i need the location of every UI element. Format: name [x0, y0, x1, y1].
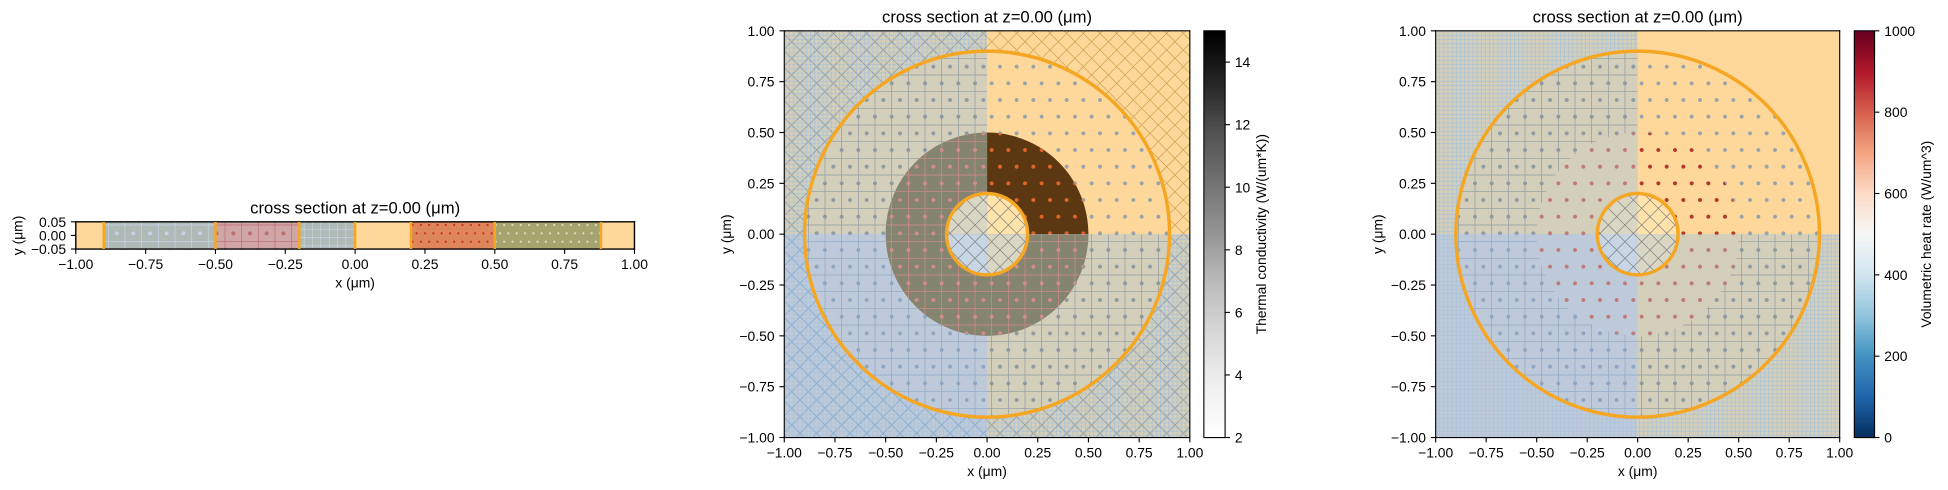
svg-text:1.00: 1.00	[748, 23, 775, 39]
svg-text:0.75: 0.75	[1776, 444, 1803, 460]
svg-text:x (μm): x (μm)	[335, 274, 375, 290]
svg-text:6: 6	[1235, 304, 1243, 320]
svg-text:−1.00: −1.00	[1418, 444, 1453, 460]
svg-text:0.00: 0.00	[1624, 444, 1651, 460]
svg-text:0.25: 0.25	[411, 256, 438, 272]
svg-text:1000: 1000	[1884, 23, 1915, 39]
svg-text:0.75: 0.75	[551, 256, 578, 272]
svg-text:−0.25: −0.25	[919, 444, 954, 460]
svg-text:x (μm): x (μm)	[967, 463, 1007, 479]
svg-text:x (μm): x (μm)	[1618, 463, 1658, 479]
svg-text:0.00: 0.00	[748, 226, 775, 242]
svg-text:y (μm): y (μm)	[718, 214, 734, 254]
svg-text:y (μm): y (μm)	[1369, 214, 1385, 254]
svg-text:0.00: 0.00	[342, 256, 369, 272]
svg-text:−1.00: −1.00	[739, 430, 774, 446]
svg-text:−0.75: −0.75	[817, 444, 852, 460]
svg-text:cross section at z=0.00 (μm): cross section at z=0.00 (μm)	[882, 7, 1092, 26]
svg-text:−0.50: −0.50	[1519, 444, 1554, 460]
svg-text:0.75: 0.75	[748, 74, 775, 90]
svg-text:14: 14	[1235, 54, 1251, 70]
svg-text:0.50: 0.50	[1725, 444, 1752, 460]
svg-text:−0.75: −0.75	[1469, 444, 1504, 460]
svg-text:−0.25: −0.25	[739, 277, 774, 293]
svg-text:0.00: 0.00	[974, 444, 1001, 460]
svg-text:200: 200	[1884, 348, 1907, 364]
svg-text:1.00: 1.00	[1399, 23, 1426, 39]
svg-text:8: 8	[1235, 242, 1243, 258]
svg-text:0.75: 0.75	[1399, 74, 1426, 90]
svg-text:1.00: 1.00	[1826, 444, 1853, 460]
svg-text:−0.75: −0.75	[1391, 379, 1426, 395]
svg-text:y (μm): y (μm)	[9, 216, 25, 256]
svg-text:2: 2	[1235, 430, 1243, 446]
svg-text:0.50: 0.50	[1075, 444, 1102, 460]
svg-text:cross section at z=0.00 (μm): cross section at z=0.00 (μm)	[250, 198, 460, 217]
svg-text:1.00: 1.00	[1176, 444, 1203, 460]
svg-text:−0.25: −0.25	[1391, 277, 1426, 293]
svg-text:−0.50: −0.50	[198, 256, 233, 272]
svg-text:1.00: 1.00	[621, 256, 648, 272]
svg-text:0.25: 0.25	[748, 175, 775, 191]
svg-text:−0.75: −0.75	[128, 256, 163, 272]
svg-text:4: 4	[1235, 367, 1243, 383]
svg-text:0.50: 0.50	[748, 125, 775, 141]
svg-text:0.75: 0.75	[1126, 444, 1153, 460]
svg-text:0.05: 0.05	[39, 214, 66, 230]
svg-text:−0.25: −0.25	[1570, 444, 1605, 460]
svg-text:−1.00: −1.00	[58, 256, 93, 272]
svg-text:0: 0	[1884, 430, 1892, 446]
svg-text:0.50: 0.50	[1399, 125, 1426, 141]
svg-text:400: 400	[1884, 267, 1907, 283]
svg-text:−0.25: −0.25	[268, 256, 303, 272]
svg-text:−0.50: −0.50	[739, 328, 774, 344]
svg-text:−0.75: −0.75	[739, 379, 774, 395]
svg-text:−1.00: −1.00	[767, 444, 802, 460]
svg-text:0.25: 0.25	[1399, 175, 1426, 191]
svg-text:0.25: 0.25	[1675, 444, 1702, 460]
svg-text:10: 10	[1235, 179, 1251, 195]
svg-text:800: 800	[1884, 104, 1907, 120]
svg-text:600: 600	[1884, 186, 1907, 202]
svg-text:cross section at z=0.00 (μm): cross section at z=0.00 (μm)	[1533, 7, 1743, 26]
svg-text:−1.00: −1.00	[1391, 430, 1426, 446]
svg-text:−0.50: −0.50	[868, 444, 903, 460]
svg-text:0.50: 0.50	[481, 256, 508, 272]
svg-text:Volumetric heat rate (W/um^3): Volumetric heat rate (W/um^3)	[1918, 141, 1934, 328]
svg-text:0.00: 0.00	[1399, 226, 1426, 242]
svg-text:−0.50: −0.50	[1391, 328, 1426, 344]
svg-text:12: 12	[1235, 117, 1251, 133]
svg-text:Thermal conductivity (W/(um*K): Thermal conductivity (W/(um*K))	[1253, 134, 1269, 334]
svg-text:0.25: 0.25	[1024, 444, 1051, 460]
